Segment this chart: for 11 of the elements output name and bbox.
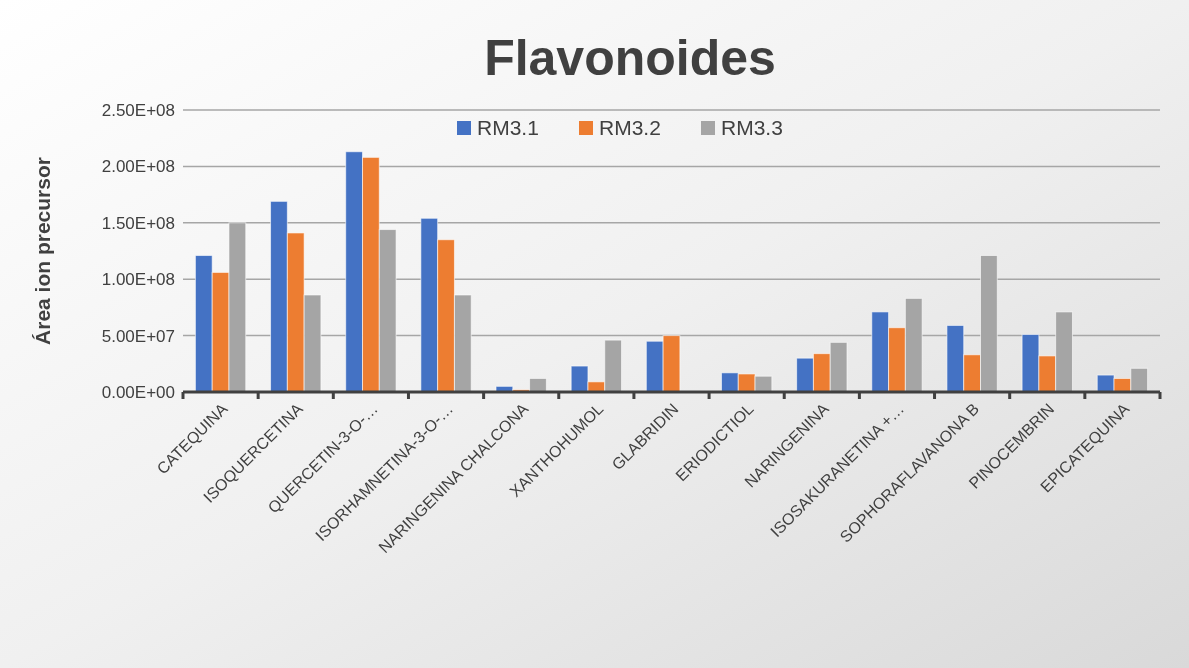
legend-label: RM3.2 bbox=[599, 116, 661, 140]
y-tick-label: 1.50E+08 bbox=[101, 213, 175, 233]
legend-label: RM3.1 bbox=[477, 116, 539, 140]
y-tick-label: 2.00E+08 bbox=[101, 157, 175, 177]
chart-title: Flavonoides bbox=[484, 30, 776, 86]
y-tick-label: 2.50E+08 bbox=[101, 100, 175, 120]
legend-label: RM3.3 bbox=[721, 116, 783, 140]
y-tick-label: 5.00E+07 bbox=[101, 326, 175, 346]
y-axis-title: Área ion precursor bbox=[31, 157, 54, 345]
y-tick-label: 0.00E+00 bbox=[101, 382, 175, 402]
y-tick-label: 1.00E+08 bbox=[101, 270, 175, 290]
